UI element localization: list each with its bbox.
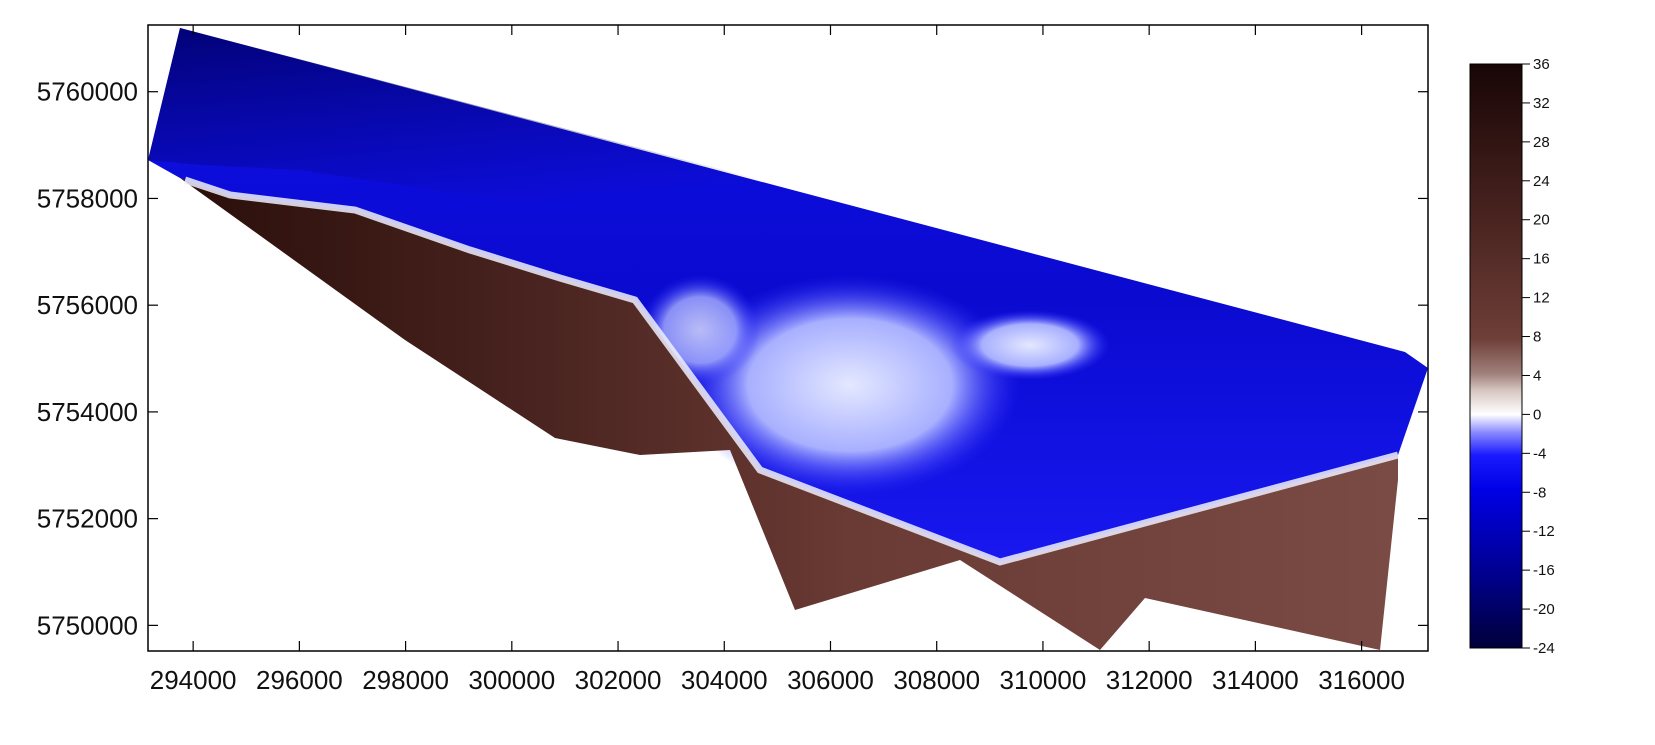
y-tick-label: 5758000 — [37, 183, 138, 213]
colorbar-label: 12 — [1533, 290, 1550, 307]
x-tick-label: 298000 — [362, 665, 449, 695]
shoreline — [183, 176, 1399, 566]
x-tick-label: 296000 — [256, 665, 343, 695]
colorbar-label: 36 — [1533, 56, 1550, 73]
colorbar-label: 8 — [1533, 329, 1541, 346]
colorbar-label: 4 — [1533, 367, 1541, 384]
colorbar-label: 24 — [1533, 173, 1550, 190]
x-tick-label: 306000 — [787, 665, 874, 695]
y-tick-label: 5760000 — [37, 77, 138, 107]
land-area — [180, 178, 1398, 650]
y-tick-label: 5752000 — [37, 504, 138, 534]
colorbar — [1469, 63, 1523, 649]
y-tick-label: 5750000 — [37, 610, 138, 640]
x-tick-label: 294000 — [150, 665, 237, 695]
x-tick-label: 312000 — [1106, 665, 1193, 695]
y-tick-label: 5754000 — [37, 397, 138, 427]
colorbar-scale: 36 32 28 24 20 16 12 8 4 0 -4 -8 -12 -16 -20 -24 — [1522, 56, 1555, 657]
y-axis: 5760000 5758000 5756000 5754000 5752000 57500… — [37, 77, 1428, 640]
colorbar-label: 28 — [1533, 134, 1550, 151]
x-axis: 294000 296000 298000 300000 302000 304000 3060… — [150, 25, 1405, 695]
y-tick-label: 5756000 — [37, 290, 138, 320]
colorbar-label: 16 — [1533, 251, 1550, 268]
x-tick-label: 308000 — [893, 665, 980, 695]
shoal — [950, 310, 1110, 380]
colorbar-label: 0 — [1533, 406, 1541, 423]
x-tick-label: 300000 — [468, 665, 555, 695]
colorbar-label: 20 — [1533, 212, 1550, 229]
x-tick-label: 314000 — [1212, 665, 1299, 695]
shoal — [680, 275, 1020, 495]
map-frame — [147, 24, 1429, 652]
colorbar-label: -4 — [1533, 445, 1546, 462]
x-tick-label: 302000 — [575, 665, 662, 695]
colorbar-label: -20 — [1533, 601, 1555, 618]
x-tick-label: 316000 — [1318, 665, 1405, 695]
colorbar-label: -12 — [1533, 523, 1555, 540]
colorbar-label: -24 — [1533, 640, 1555, 657]
colorbar-label: -8 — [1533, 484, 1546, 501]
x-tick-label: 304000 — [681, 665, 768, 695]
map-raster — [148, 28, 1428, 650]
colorbar-label: -16 — [1533, 562, 1555, 579]
deep-water-band — [148, 28, 800, 220]
x-tick-label: 310000 — [1000, 665, 1087, 695]
colorbar-label: 32 — [1533, 95, 1550, 112]
